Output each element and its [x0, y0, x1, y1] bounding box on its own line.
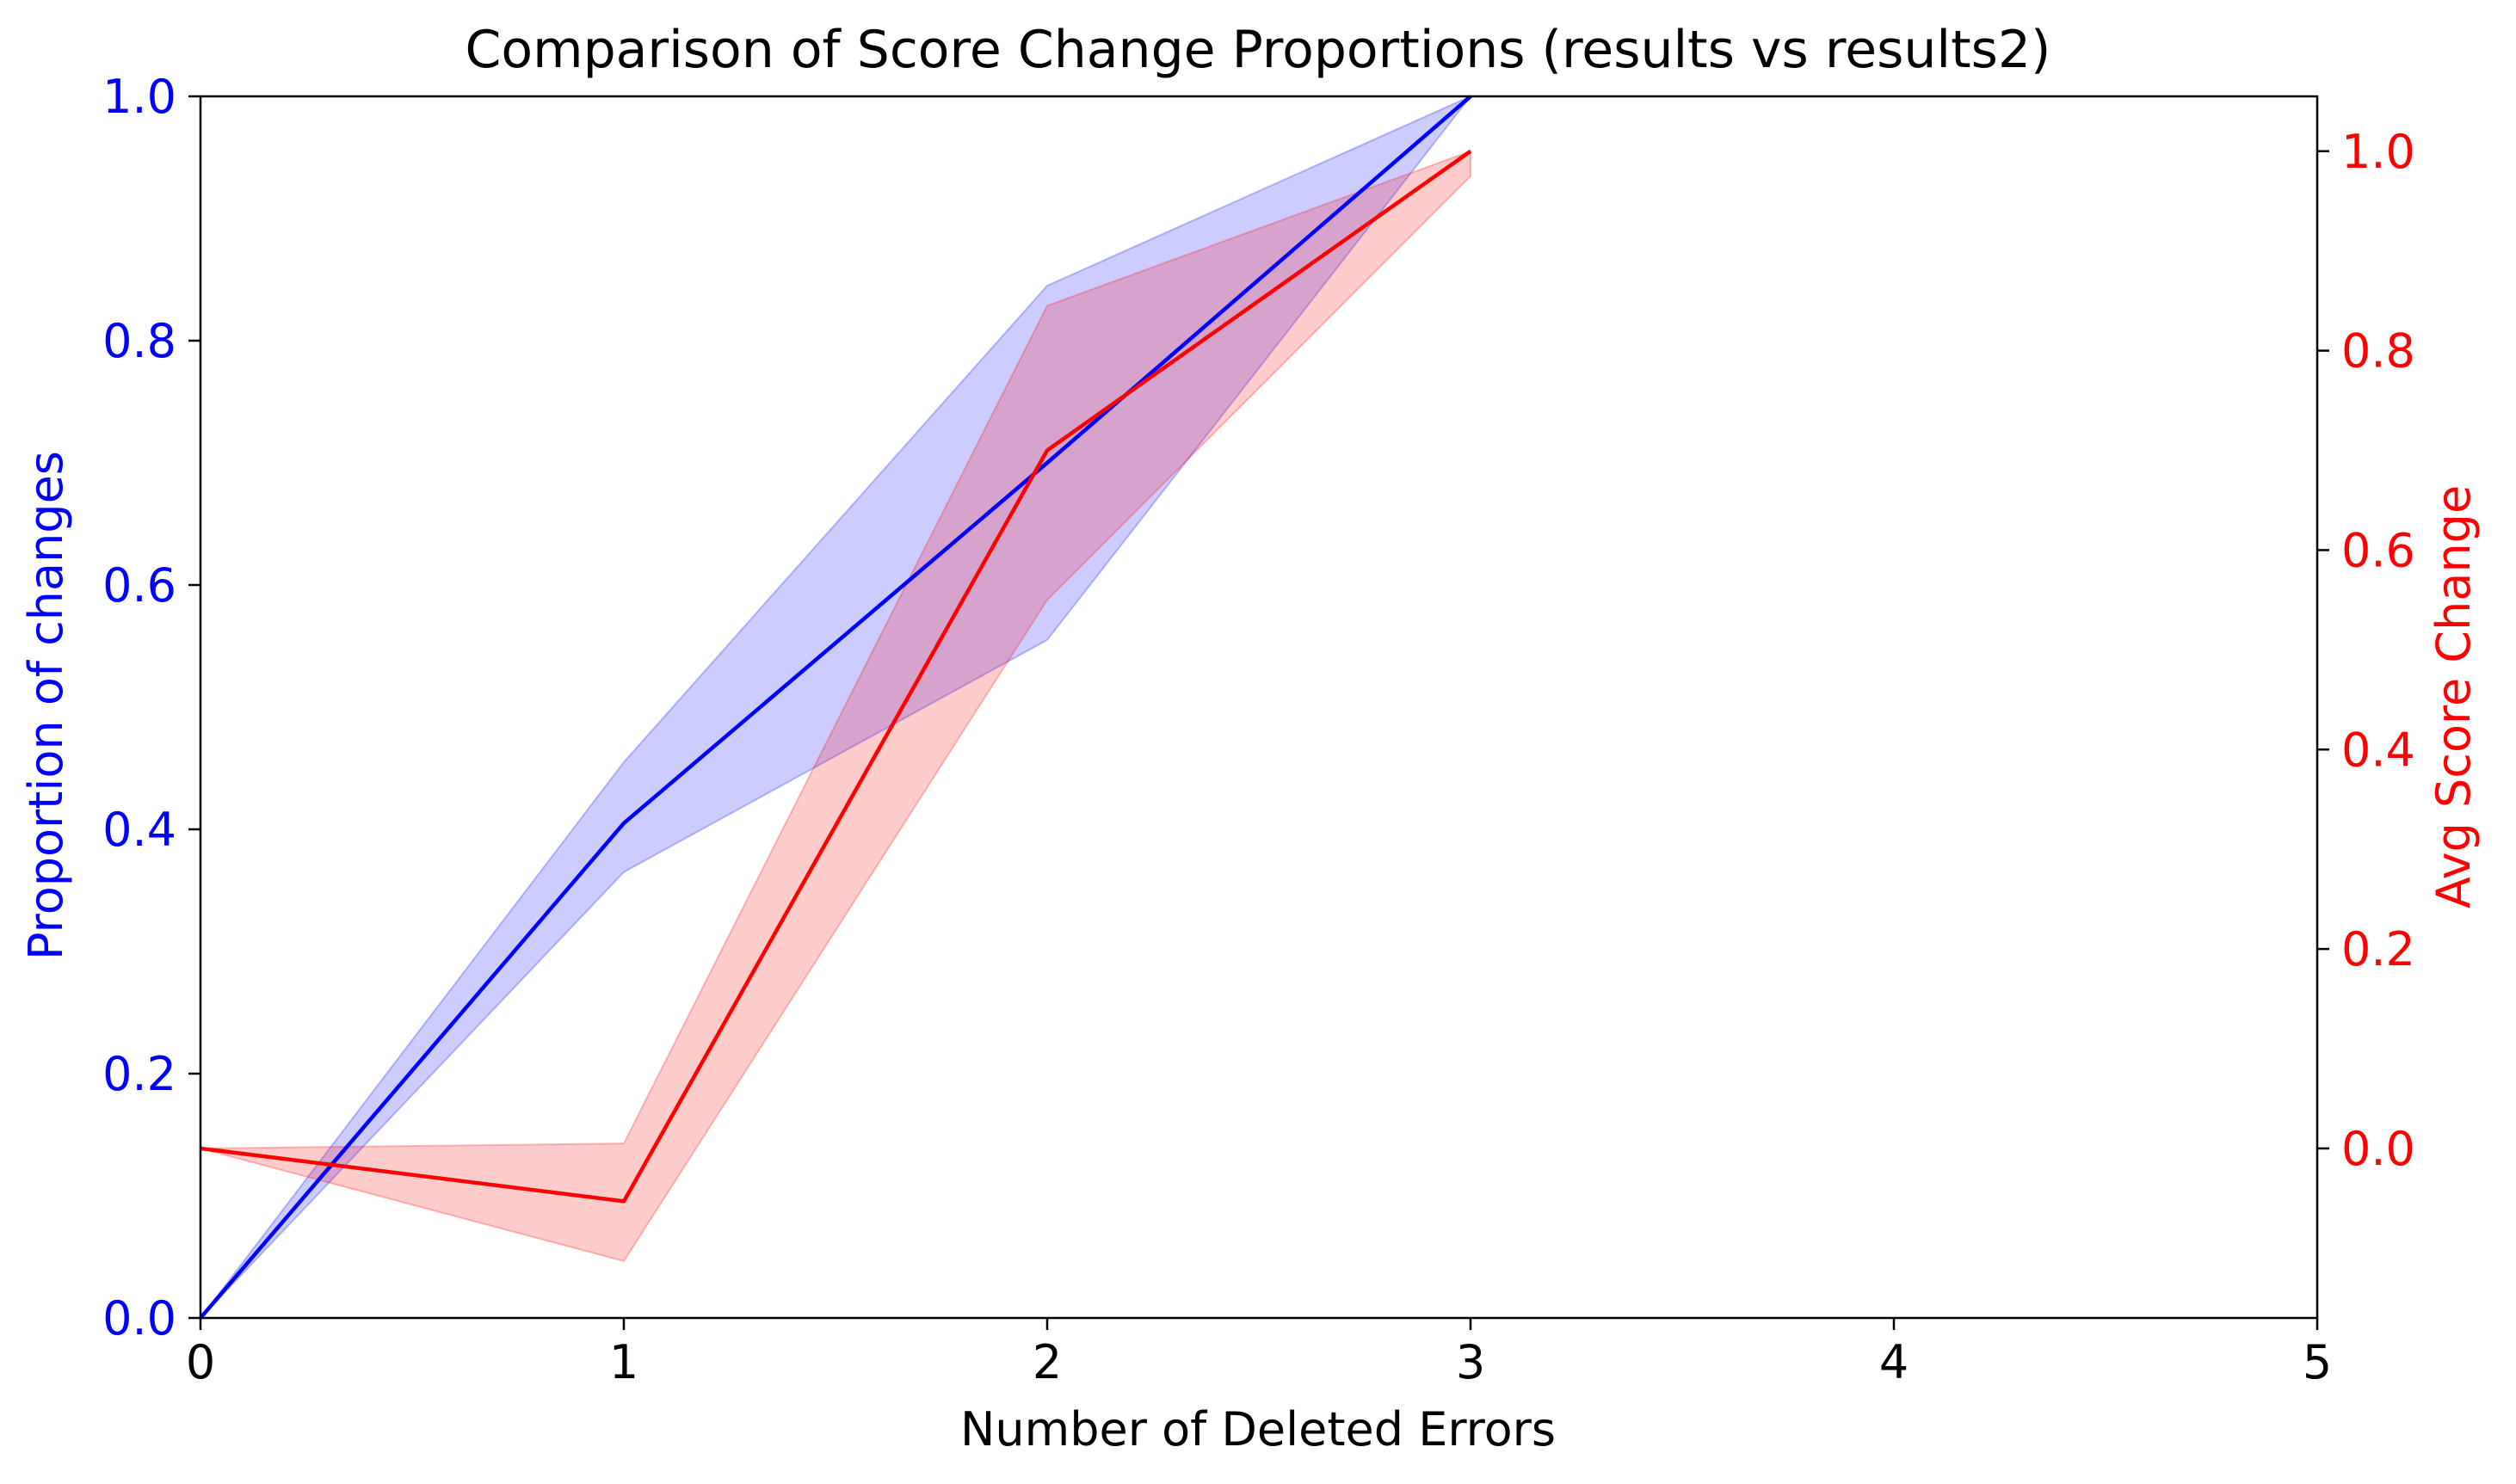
x-tick-label-3: 3 — [1456, 1335, 1485, 1389]
x-tick-label-0: 0 — [186, 1335, 215, 1389]
x-axis: 0 1 2 3 4 5 — [186, 1318, 2332, 1389]
y-right-tick-label-1: 0.2 — [2341, 922, 2415, 976]
y-left-tick-label-2: 0.4 — [102, 803, 176, 857]
chart-title: Comparison of Score Change Proportions (… — [466, 20, 2051, 80]
x-tick-label-2: 2 — [1033, 1335, 1062, 1389]
y-right-tick-label-4: 0.8 — [2341, 324, 2415, 379]
y-axis-right-label: Avg Score Change — [2427, 485, 2481, 908]
y-left-tick-label-1: 0.2 — [102, 1047, 176, 1101]
y-left-tick-label-4: 0.8 — [102, 314, 176, 368]
y-left-tick-label-0: 0.0 — [102, 1291, 176, 1345]
y-left-tick-label-3: 0.6 — [102, 558, 176, 613]
y-left-tick-label-5: 1.0 — [102, 70, 176, 124]
y-axis-left: 0.0 0.2 0.4 0.6 0.8 1.0 — [102, 70, 200, 1345]
y-right-tick-label-3: 0.6 — [2341, 523, 2415, 577]
line-series-1 — [200, 149, 1472, 1204]
x-tick-label-4: 4 — [1879, 1335, 1909, 1389]
y-right-tick-label-5: 1.0 — [2341, 125, 2415, 179]
band-series-1 — [200, 150, 1471, 1263]
y-axis-right: 0.0 0.2 0.4 0.6 0.8 1.0 — [2317, 125, 2415, 1176]
x-tick-label-1: 1 — [609, 1335, 638, 1389]
series-lines — [199, 95, 1472, 1320]
y-axis-left-label: Proportion of changes — [19, 451, 73, 960]
y-right-tick-label-0: 0.0 — [2341, 1122, 2415, 1176]
y-right-tick-label-2: 0.4 — [2341, 723, 2415, 777]
plot-frame — [199, 95, 2319, 1320]
line-series-0 — [199, 95, 1472, 1320]
confidence-bands — [200, 95, 1471, 1319]
x-axis-label: Number of Deleted Errors — [960, 1402, 1556, 1456]
x-tick-label-5: 5 — [2303, 1335, 2332, 1389]
